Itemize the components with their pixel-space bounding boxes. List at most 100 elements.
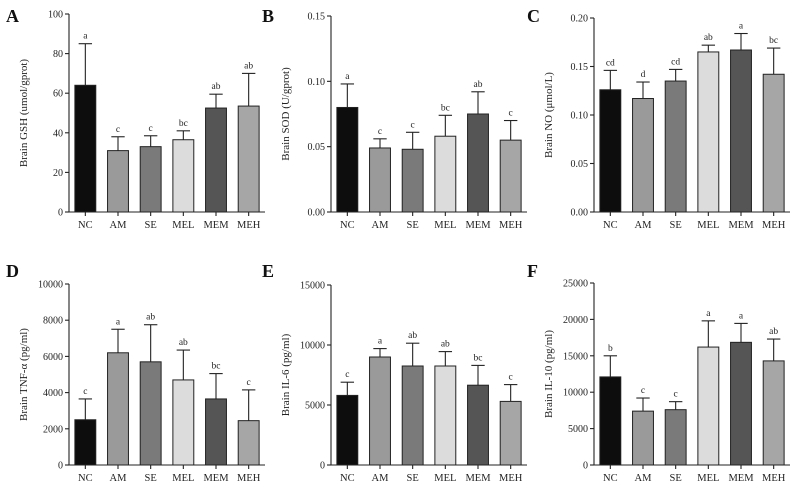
- y-tick-label-B-3: 0.15: [308, 12, 326, 23]
- category-label-A-mel: MEL: [172, 220, 194, 231]
- category-label-B-meh: MEH: [499, 220, 523, 231]
- y-axis-title-C: Brain NO (μmol/L): [543, 72, 555, 158]
- sig-label-D-am: a: [116, 317, 121, 327]
- sig-label-B-mem: ab: [474, 80, 483, 90]
- y-tick-label-A-1: 20: [53, 168, 63, 179]
- y-tick-label-A-5: 100: [48, 10, 63, 21]
- sig-label-E-se: ab: [408, 331, 417, 341]
- panel-letter-C: C: [527, 6, 540, 26]
- bar-B-mem: [467, 113, 489, 213]
- bar-D-mem: [205, 398, 227, 466]
- bar-B-se: [401, 148, 424, 213]
- y-tick-label-A-2: 40: [53, 128, 63, 139]
- y-tick-label-F-5: 25000: [563, 279, 588, 290]
- panel-letter-A: A: [6, 6, 19, 26]
- y-tick-label-D-1: 2000: [43, 424, 63, 435]
- y-tick-label-C-4: 0.20: [571, 14, 589, 25]
- sig-label-F-nc: b: [608, 344, 613, 354]
- sig-label-D-meh: c: [247, 378, 251, 388]
- sig-label-D-mem: bc: [212, 362, 221, 372]
- sig-label-B-se: c: [411, 120, 415, 130]
- category-label-E-meh: MEH: [499, 473, 523, 484]
- panel-letter-B: B: [262, 6, 274, 26]
- sig-label-E-am: a: [378, 337, 383, 347]
- sig-label-E-meh: c: [509, 373, 513, 383]
- y-tick-label-A-3: 60: [53, 89, 63, 100]
- category-label-B-mel: MEL: [434, 220, 456, 231]
- category-label-E-mel: MEL: [434, 473, 456, 484]
- y-axis-title-B: Brain SOD (U/gprot): [280, 67, 292, 161]
- bar-D-nc: [74, 419, 97, 466]
- panel-letter-E: E: [262, 261, 274, 281]
- bar-E-mem: [467, 384, 489, 466]
- y-axis-title-D: Brain TNF-α (pg/ml): [18, 328, 30, 421]
- bar-D-meh: [237, 420, 260, 466]
- bar-F-se: [664, 409, 687, 466]
- bar-A-meh: [237, 105, 260, 213]
- bar-A-am: [107, 150, 129, 213]
- sig-label-A-meh: ab: [244, 61, 253, 71]
- y-tick-label-B-0: 0.00: [308, 208, 326, 219]
- bar-D-se: [139, 361, 162, 466]
- sig-label-E-mem: bc: [474, 353, 483, 363]
- sig-label-F-se: c: [674, 390, 678, 400]
- y-tick-label-E-3: 15000: [300, 281, 325, 292]
- y-tick-label-D-4: 8000: [43, 316, 63, 327]
- bar-A-se: [139, 146, 162, 213]
- bar-D-mel: [172, 379, 195, 466]
- bar-E-meh: [499, 400, 522, 466]
- y-axis-title-A: Brain GSH (umol/gprot): [18, 59, 30, 167]
- bar-E-se: [401, 365, 424, 466]
- sig-label-C-se: cd: [671, 57, 680, 67]
- category-label-D-am: AM: [110, 473, 128, 484]
- category-label-A-nc: NC: [78, 220, 93, 231]
- y-tick-label-C-0: 0.00: [571, 208, 589, 219]
- y-tick-label-E-0: 0: [320, 461, 325, 472]
- category-label-A-am: AM: [110, 220, 128, 231]
- category-label-A-se: SE: [145, 220, 157, 231]
- sig-label-D-nc: c: [83, 387, 87, 397]
- category-label-C-se: SE: [670, 220, 682, 231]
- sig-label-C-am: d: [641, 70, 646, 80]
- sig-label-B-mel: bc: [441, 103, 450, 113]
- category-label-E-am: AM: [372, 473, 390, 484]
- category-label-F-nc: NC: [603, 473, 618, 484]
- category-label-B-am: AM: [372, 220, 390, 231]
- bar-E-nc: [336, 394, 359, 466]
- bar-A-nc: [74, 84, 97, 213]
- bar-C-mem: [730, 49, 752, 213]
- y-tick-label-A-4: 80: [53, 49, 63, 60]
- bar-C-nc: [599, 89, 622, 213]
- bar-F-nc: [599, 376, 622, 466]
- category-label-A-meh: MEH: [237, 220, 261, 231]
- bar-C-mel: [697, 51, 720, 213]
- bar-B-am: [369, 147, 391, 213]
- y-tick-label-D-5: 10000: [38, 280, 63, 291]
- sig-label-E-mel: ab: [441, 340, 450, 350]
- category-label-C-nc: NC: [603, 220, 618, 231]
- category-label-F-meh: MEH: [762, 473, 786, 484]
- bar-C-meh: [762, 73, 785, 213]
- y-tick-label-D-3: 6000: [43, 352, 63, 363]
- category-label-C-mel: MEL: [697, 220, 719, 231]
- y-tick-label-F-1: 5000: [568, 424, 588, 435]
- bar-C-am: [632, 98, 654, 213]
- sig-label-D-se: ab: [146, 313, 155, 323]
- sig-label-C-mel: ab: [704, 33, 713, 43]
- y-tick-label-A-0: 0: [58, 208, 63, 219]
- y-axis-title-F: Brain IL-10 (pg/ml): [543, 330, 555, 418]
- bar-F-am: [632, 410, 654, 466]
- bar-F-mel: [697, 346, 720, 466]
- category-label-E-mem: MEM: [465, 473, 491, 484]
- category-label-D-se: SE: [145, 473, 157, 484]
- category-label-C-meh: MEH: [762, 220, 786, 231]
- y-tick-label-C-1: 0.05: [571, 159, 589, 170]
- category-label-F-se: SE: [670, 473, 682, 484]
- y-tick-label-D-2: 4000: [43, 388, 63, 399]
- y-tick-label-F-4: 20000: [563, 315, 588, 326]
- sig-label-C-nc: cd: [606, 58, 615, 68]
- y-tick-label-C-3: 0.15: [571, 62, 589, 73]
- bar-B-meh: [499, 139, 522, 213]
- sig-label-F-mem: a: [739, 311, 744, 321]
- category-label-D-nc: NC: [78, 473, 93, 484]
